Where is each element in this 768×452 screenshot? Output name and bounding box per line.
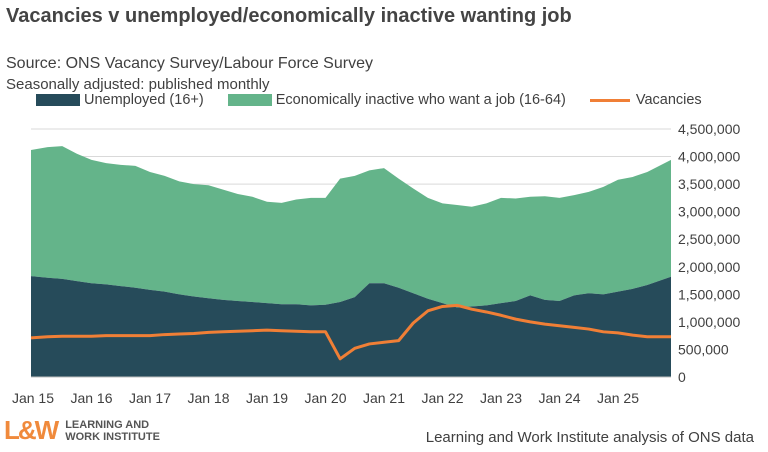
chart-title: Vacancies v unemployed/economically inac… [6,5,572,27]
legend-item-inactive: Economically inactive who want a job (16… [227,92,566,108]
legend-swatch-vacancies [589,98,630,102]
x-tick-label: Jan 19 [246,390,288,406]
y-tick-label: 1,000,000 [678,314,740,330]
legend-label: Economically inactive who want a job (16… [275,92,566,108]
x-tick-label: Jan 24 [538,390,580,406]
logo-line2: WORK INSTITUTE [65,430,160,443]
y-tick-label: 4,000,000 [678,149,740,165]
legend-label: Vacancies [635,92,702,108]
legend-swatch-inactive [227,94,272,106]
y-tick-label: 0 [678,369,686,385]
inactive-area [31,146,671,308]
unemployed-area [31,276,671,377]
legend-label: Unemployed (16+) [84,92,204,108]
x-tick-label: Jan 16 [70,390,112,406]
y-tick-label: 500,000 [678,341,729,357]
legend-swatch-unemployed [36,94,80,106]
logo-mark: L&W [4,415,59,445]
y-tick-label: 2,000,000 [678,259,740,275]
vacancies-line [30,303,671,361]
x-tick-label: Jan 23 [480,390,522,406]
legend-item-unemployed: Unemployed (16+) [36,92,204,108]
y-tick-label: 2,500,000 [678,231,740,247]
x-tick-label: Jan 18 [187,390,229,406]
x-tick-label: Jan 17 [129,390,171,406]
y-tick-label: 3,000,000 [678,204,740,220]
y-tick-label: 4,500,000 [678,121,740,137]
x-tick-label: Jan 21 [363,390,405,406]
source-footer: Learning and Work Institute analysis of … [425,429,754,446]
x-tick-label: Jan 25 [597,390,639,406]
y-tick-label: 1,500,000 [678,286,740,302]
legend-item-vacancies: Vacancies [589,92,702,108]
logo-line1: LEARNING AND [65,418,150,431]
y-tick-label: 3,500,000 [678,176,740,192]
legend: Unemployed (16+) Economically inactive w… [36,92,726,108]
x-tick-label: Jan 22 [421,390,463,406]
x-tick-label: Jan 20 [304,390,346,406]
logo: L&W LEARNING AND WORK INSTITUTE [4,415,160,446]
chart-note: Seasonally adjusted: published monthly [6,76,270,93]
chart-subtitle: Source: ONS Vacancy Survey/Labour Force … [6,55,373,72]
x-tick-label: Jan 15 [12,390,54,406]
